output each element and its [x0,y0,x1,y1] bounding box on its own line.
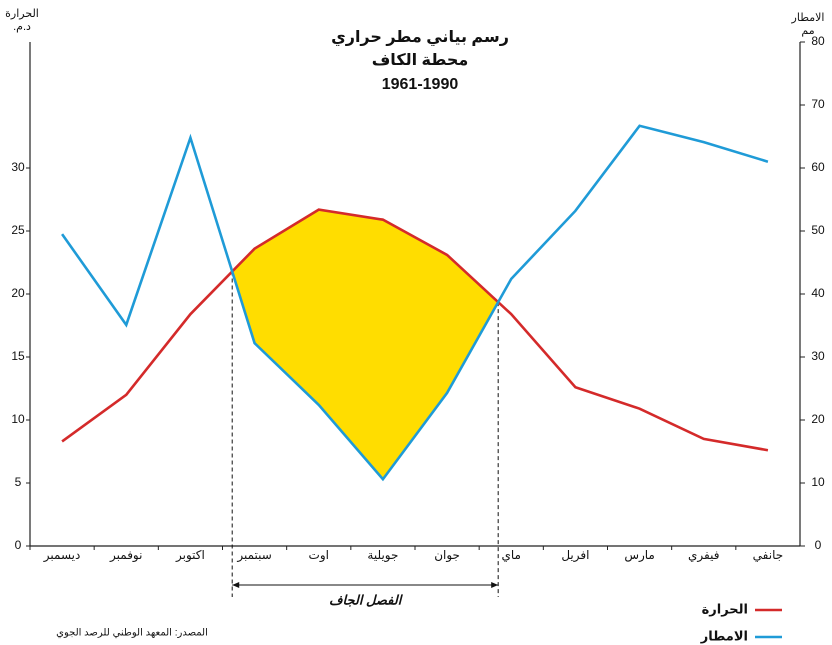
chart-period: 1961-1990 [382,76,459,93]
y-tick-label: 15 [11,349,25,363]
x-tick-label: ديسمبر [43,548,81,563]
x-tick-label: سبتمبر [236,548,271,563]
chart-title: رسم بياني مطر حراري [331,29,509,47]
line-series [61,124,769,482]
x-tick-label: ماي [502,548,521,562]
y-axis-label: الحرارة [5,8,39,20]
y-tick-label: 10 [11,412,25,426]
x-tick-label: اكتوبر [175,548,205,563]
y-tick-label: 0 [15,538,22,552]
x-tick-label: نوفمبر [109,548,142,563]
x-tick-label: جانفي [753,548,784,562]
y-axis-unit: د.م. [13,21,31,33]
legend-label: الامطار [700,628,748,643]
y2-tick-label: 40 [811,286,825,300]
y-tick-label: 20 [11,286,25,300]
source-note: المصدر: المعهد الوطني للرصد الجوي [56,628,208,639]
y2-axis-unit: مم [801,25,814,37]
y2-tick-label: 60 [811,160,825,174]
dry-season-label: الفصل الجاف [329,592,404,607]
y2-tick-label: 50 [811,223,825,237]
dry-layer [232,209,499,480]
y-tick-label: 5 [15,475,22,489]
x-tick-label: اوت [309,548,329,563]
y2-tick-label: 30 [811,349,825,363]
legend-label: الحرارة [702,601,748,616]
chart-subtitle: محطة الكاف [372,52,469,69]
y2-tick-label: 20 [811,412,825,426]
y2-tick-label: 10 [811,475,825,489]
x-tick-label: فيفري [688,548,719,563]
y-tick-label: 25 [11,223,25,237]
y2-tick-label: 70 [811,97,825,111]
x-tick-label: جويلية [367,548,398,563]
y2-tick-label: 80 [811,34,825,48]
x-tick-label: جوان [434,548,460,563]
line-series [61,208,769,452]
y2-axis-label: الامطار [791,12,825,24]
dry-season-area [232,209,499,480]
x-tick-label: مارس [624,548,655,563]
y-tick-label: 30 [11,160,25,174]
y2-tick-label: 0 [815,538,822,552]
x-tick-label: افريل [561,548,589,563]
